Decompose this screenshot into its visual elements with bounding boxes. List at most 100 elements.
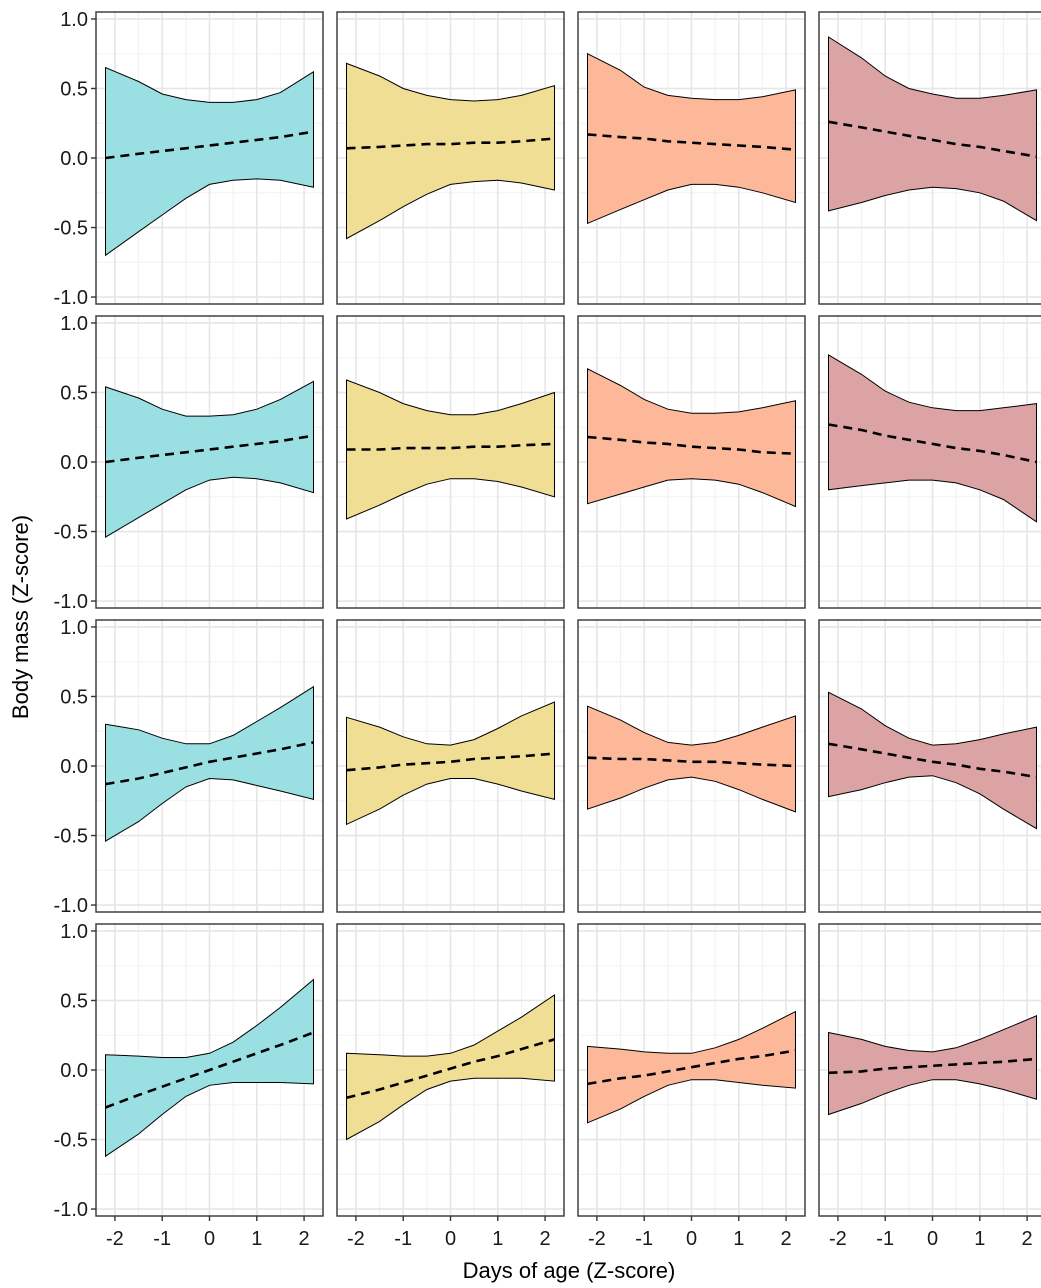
panel-r4-c1: -1.0 -0.5 0.0 0.5 1.0 -2 -1 0 1 2 <box>54 921 324 1250</box>
confidence-band <box>346 379 555 520</box>
fit-line <box>346 137 555 150</box>
x-tick-label: 1 <box>733 1228 744 1250</box>
panel-r3-c3 <box>577 619 806 913</box>
confidence-band <box>587 367 796 508</box>
x-tick-label: 2 <box>299 1228 310 1250</box>
panel-border <box>577 619 806 913</box>
x-tick-label: -2 <box>588 1228 606 1250</box>
panel-r2-c2 <box>336 315 565 609</box>
y-tick-label: 0.5 <box>60 78 88 100</box>
panel-r3-c1: -1.0 -0.5 0.0 0.5 1.0 <box>54 617 324 917</box>
panel-grid: -1.0 -0.5 0.0 0.5 1.0 -1.0 -0.5 0.0 0.5 1.0 -1.0 -0… <box>54 9 1041 1250</box>
fit-line <box>105 130 314 160</box>
x-tick-label: -1 <box>876 1228 894 1250</box>
panel-border <box>577 315 806 609</box>
y-tick-label: 1.0 <box>60 313 88 335</box>
y-tick-label: -0.5 <box>54 826 88 848</box>
fit-line <box>105 1031 314 1109</box>
confidence-band <box>587 705 796 813</box>
confidence-band <box>828 1015 1037 1116</box>
panel-r3-c2 <box>336 619 565 913</box>
confidence-band <box>346 701 555 826</box>
y-tick-label: 0.5 <box>60 990 88 1012</box>
y-tick-label: -1.0 <box>54 895 88 917</box>
y-tick-label: -0.5 <box>54 522 88 544</box>
panel-border <box>336 619 565 913</box>
panel-border <box>818 315 1041 609</box>
x-tick-label: 0 <box>204 1228 215 1250</box>
panel-r4-c4: -2 -1 0 1 2 <box>818 923 1041 1250</box>
x-tick-label: 0 <box>927 1228 938 1250</box>
y-tick-label: 0.5 <box>60 382 88 404</box>
y-tick-label: -0.5 <box>54 1130 88 1152</box>
y-tick-label: 0.5 <box>60 686 88 708</box>
panel-r1-c1: -1.0 -0.5 0.0 0.5 1.0 <box>54 9 324 309</box>
x-tick-label: -2 <box>347 1228 365 1250</box>
x-tick-label: 1 <box>974 1228 985 1250</box>
y-tick-label: -0.5 <box>54 218 88 240</box>
confidence-band <box>828 36 1037 222</box>
panel-r2-c3 <box>577 315 806 609</box>
y-tick-label: 1.0 <box>60 617 88 639</box>
x-tick-label: 1 <box>492 1228 503 1250</box>
y-tick-label: 1.0 <box>60 9 88 31</box>
fit-line <box>346 442 555 451</box>
x-axis-title: Days of age (Z-score) <box>463 1258 676 1283</box>
x-tick-label: 2 <box>1022 1228 1033 1250</box>
x-tick-label: -1 <box>153 1228 171 1250</box>
y-tick-label: -1.0 <box>54 1199 88 1221</box>
confidence-band <box>587 52 796 225</box>
fit-line <box>587 133 796 151</box>
panel-r1-c3 <box>577 11 806 305</box>
x-tick-label: -1 <box>635 1228 653 1250</box>
fit-line <box>105 741 314 786</box>
y-tick-label: -1.0 <box>54 287 88 309</box>
panel-border <box>577 11 806 305</box>
fit-line <box>587 1049 796 1086</box>
confidence-band <box>828 691 1037 830</box>
panel-border <box>818 11 1041 305</box>
fit-line <box>587 435 796 455</box>
x-tick-label: 0 <box>445 1228 456 1250</box>
panel-r2-c4 <box>818 315 1041 609</box>
panel-r1-c2 <box>336 11 565 305</box>
x-tick-label: -2 <box>106 1228 124 1250</box>
x-tick-label: -1 <box>394 1228 412 1250</box>
fit-line <box>828 120 1037 158</box>
fit-line <box>346 1038 555 1100</box>
fit-line <box>587 756 796 768</box>
fit-line <box>346 752 555 772</box>
fit-line <box>828 742 1037 779</box>
panel-r4-c3: -2 -1 0 1 2 <box>577 923 806 1250</box>
y-tick-label: 0.0 <box>60 756 88 778</box>
panel-r4-c2: -2 -1 0 1 2 <box>336 923 565 1250</box>
y-tick-label: 0.0 <box>60 1060 88 1082</box>
confidence-band <box>828 354 1037 523</box>
confidence-band <box>105 685 314 842</box>
confidence-band <box>105 978 314 1158</box>
panel-border <box>336 11 565 305</box>
y-tick-label: 0.0 <box>60 148 88 170</box>
confidence-band <box>105 380 314 538</box>
fit-line <box>105 434 314 464</box>
panel-r3-c4 <box>818 619 1041 913</box>
y-tick-label: -1.0 <box>54 591 88 613</box>
panel-border <box>336 315 565 609</box>
fit-line <box>828 423 1037 464</box>
y-tick-label: 1.0 <box>60 921 88 943</box>
y-axis-title: Body mass (Z-score) <box>8 515 33 719</box>
y-tick-label: 0.0 <box>60 452 88 474</box>
x-tick-label: 2 <box>781 1228 792 1250</box>
x-tick-label: 2 <box>540 1228 551 1250</box>
panel-r2-c1: -1.0 -0.5 0.0 0.5 1.0 <box>54 313 324 613</box>
confidence-band <box>346 993 555 1141</box>
panel-r1-c4 <box>818 11 1041 305</box>
confidence-band <box>346 62 555 240</box>
panel-border <box>818 619 1041 913</box>
confidence-band <box>105 66 314 257</box>
x-tick-label: 1 <box>251 1228 262 1250</box>
x-tick-label: -2 <box>829 1228 847 1250</box>
x-tick-label: 0 <box>686 1228 697 1250</box>
fit-line <box>828 1057 1037 1075</box>
